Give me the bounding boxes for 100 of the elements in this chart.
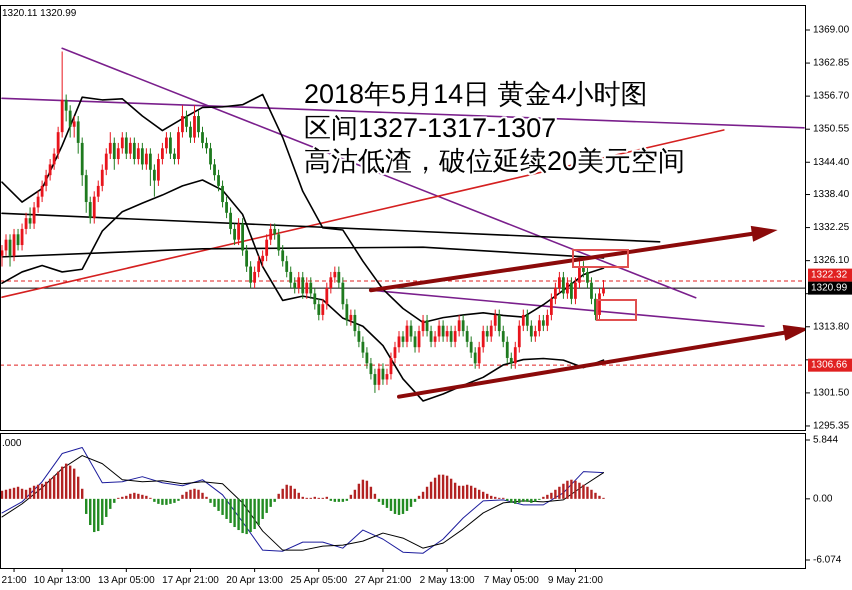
x-tick-label: 13 Apr 05:00 bbox=[98, 575, 156, 586]
candlestick bbox=[550, 292, 553, 321]
bar bbox=[165, 498, 168, 505]
candlestick bbox=[586, 266, 589, 289]
candlestick bbox=[185, 110, 188, 133]
bar bbox=[530, 498, 533, 503]
bar bbox=[233, 498, 236, 528]
bar bbox=[225, 498, 228, 519]
candlestick bbox=[349, 309, 352, 326]
candlestick bbox=[56, 126, 60, 160]
bar bbox=[145, 496, 148, 499]
bar bbox=[153, 498, 156, 502]
candlestick bbox=[181, 104, 184, 138]
bar bbox=[518, 498, 520, 503]
bar bbox=[52, 476, 56, 499]
bar bbox=[93, 498, 96, 532]
candlestick bbox=[366, 346, 368, 370]
candlestick bbox=[398, 330, 400, 354]
candlestick bbox=[72, 116, 76, 138]
candlestick bbox=[32, 202, 36, 230]
candlestick bbox=[534, 325, 537, 342]
candlestick bbox=[213, 158, 216, 182]
candlestick bbox=[28, 206, 32, 230]
bar bbox=[229, 498, 232, 523]
candlestick bbox=[394, 341, 396, 364]
candlestick bbox=[189, 120, 192, 144]
bar bbox=[446, 476, 448, 499]
bar bbox=[358, 484, 360, 499]
x-tick-label: 20 Apr 13:00 bbox=[226, 575, 284, 586]
candlestick bbox=[402, 330, 404, 348]
y-tick-label: 1362.85 bbox=[813, 58, 850, 69]
bar bbox=[522, 498, 524, 502]
x-tick-label: 25 Apr 05:00 bbox=[290, 575, 348, 586]
candlestick bbox=[4, 234, 8, 256]
candlestick bbox=[140, 142, 144, 170]
bar bbox=[169, 498, 172, 504]
text: 区间1327-1317-1307 bbox=[304, 113, 556, 143]
ref-line-label: 1306.66 bbox=[811, 360, 848, 371]
bar bbox=[334, 498, 336, 502]
candlestick bbox=[454, 325, 457, 348]
bar bbox=[362, 480, 364, 499]
bar bbox=[48, 478, 52, 499]
bar bbox=[28, 488, 32, 499]
bar bbox=[430, 482, 432, 499]
candlestick bbox=[490, 320, 493, 342]
candlestick bbox=[317, 298, 320, 321]
candlestick bbox=[233, 223, 236, 246]
bar bbox=[253, 498, 256, 530]
candlestick bbox=[217, 169, 220, 192]
candlestick bbox=[422, 314, 424, 337]
candlestick bbox=[474, 346, 477, 370]
x-tick-label: 9 May 21:00 bbox=[548, 575, 604, 586]
annotation: 1320.11 1320.99 bbox=[2, 8, 77, 19]
candlestick bbox=[44, 169, 48, 192]
bar bbox=[161, 498, 164, 505]
bar bbox=[97, 498, 100, 532]
candlestick bbox=[293, 276, 296, 294]
x-tick-label: 17 Apr 21:00 bbox=[162, 575, 220, 586]
bar bbox=[32, 486, 36, 499]
candlestick bbox=[20, 223, 24, 251]
bar bbox=[64, 464, 68, 499]
candlestick bbox=[530, 320, 533, 342]
bar bbox=[241, 498, 244, 534]
bar bbox=[462, 486, 464, 499]
bar bbox=[20, 488, 24, 499]
candlestick bbox=[341, 276, 344, 310]
y-tick-label: 5.844 bbox=[813, 434, 838, 446]
y-tick-label: 1295.35 bbox=[813, 420, 850, 432]
candlestick bbox=[357, 325, 360, 348]
x-tick-label: 27 Apr 21:00 bbox=[354, 575, 412, 586]
bar bbox=[450, 478, 452, 499]
bar bbox=[157, 498, 160, 504]
bar bbox=[72, 468, 76, 499]
bar bbox=[133, 492, 136, 499]
bar bbox=[24, 490, 28, 499]
bar bbox=[490, 496, 492, 499]
candlestick bbox=[237, 218, 240, 246]
candlestick bbox=[321, 298, 324, 321]
candlestick bbox=[446, 325, 449, 342]
candlestick bbox=[410, 320, 412, 342]
bar bbox=[338, 498, 340, 502]
y-tick-label: 1369.00 bbox=[813, 24, 850, 36]
bar bbox=[442, 474, 444, 499]
candlestick bbox=[458, 314, 461, 337]
candlestick bbox=[438, 320, 440, 342]
candlestick bbox=[205, 137, 208, 154]
candlestick bbox=[265, 234, 268, 262]
bar bbox=[181, 494, 184, 499]
candlestick bbox=[370, 357, 372, 380]
ref-line-label: 1320.99 bbox=[811, 282, 848, 294]
candlestick bbox=[462, 314, 465, 337]
bar bbox=[454, 482, 456, 499]
y-tick-label: 1356.70 bbox=[813, 90, 850, 102]
bar bbox=[382, 498, 384, 505]
candlestick bbox=[486, 325, 489, 342]
candlestick bbox=[257, 255, 260, 278]
candlestick bbox=[546, 309, 549, 332]
bar bbox=[474, 488, 476, 499]
candlestick bbox=[193, 104, 196, 144]
ref-line-label: 1322.32 bbox=[811, 270, 848, 281]
